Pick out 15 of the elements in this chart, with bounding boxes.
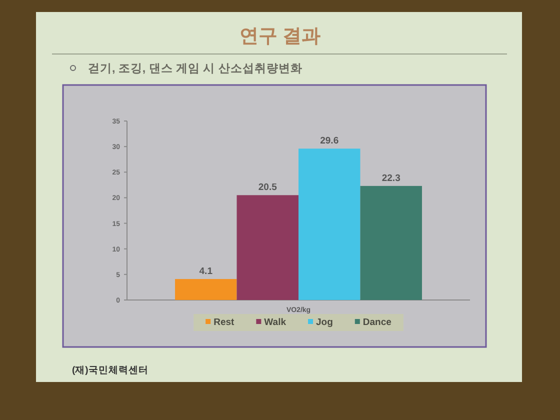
legend-label: Walk (264, 317, 287, 328)
bar (298, 148, 360, 300)
legend-label: Jog (316, 317, 334, 328)
data-label: 20.5 (258, 182, 278, 194)
data-label: 4.1 (199, 266, 214, 278)
chart-subtitle: 걷기, 조깅, 댄스 게임 시 산소섭취량변화 (88, 62, 302, 75)
data-label: 22.3 (382, 172, 400, 184)
data-label: 29.6 (320, 136, 339, 147)
bar (236, 195, 298, 300)
bar (360, 186, 422, 300)
legend-label: Rest (214, 317, 236, 328)
bar (175, 279, 237, 300)
text: (재)국민체력센터 (72, 365, 148, 376)
chart-title: 연구 결과 (239, 26, 321, 47)
legend-label: Dance (362, 317, 392, 328)
